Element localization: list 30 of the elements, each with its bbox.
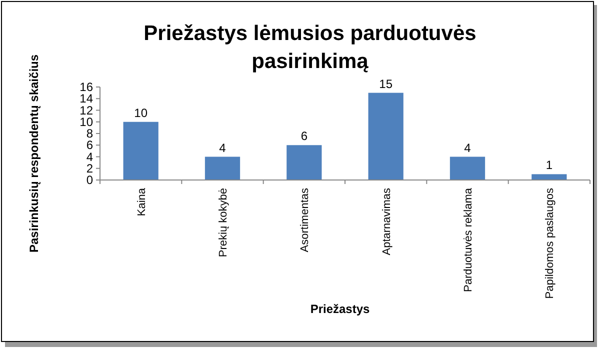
y-tick-label: 8 xyxy=(86,126,94,140)
bar xyxy=(368,92,404,180)
data-label: 15 xyxy=(379,76,393,91)
data-label: 10 xyxy=(134,106,148,120)
bar xyxy=(204,156,240,180)
y-tick-label: 14 xyxy=(80,92,94,106)
y-axis-title: Pasirinkusių respondentų skaičius xyxy=(27,54,41,253)
data-label: 4 xyxy=(464,140,472,155)
x-tick-label: Kaina xyxy=(136,187,148,216)
y-tick-label: 12 xyxy=(80,103,94,118)
y-tick-label: 2 xyxy=(86,161,94,176)
y-tick-label: 4 xyxy=(86,150,94,164)
bar xyxy=(123,122,158,180)
x-tick-label: Aptarnavimas xyxy=(380,188,393,256)
y-tick-label: 6 xyxy=(86,138,94,152)
x-tick-label: Asortimentas xyxy=(299,188,312,252)
chart-title: Priežastys lėmusios parduotuvės pasirinkimą xyxy=(144,22,476,73)
x-tick-label: Parduotuvės reklama xyxy=(462,187,474,292)
x-tick-label: Prekių kokybė xyxy=(218,188,230,258)
data-label: 1 xyxy=(546,158,553,172)
y-tick-label: 0 xyxy=(86,173,94,187)
y-tick-label: 10 xyxy=(80,114,94,129)
bar xyxy=(532,174,567,180)
bar xyxy=(450,156,486,180)
x-tick-label: Papildomos paslaugos xyxy=(544,188,556,299)
bar xyxy=(286,145,322,180)
data-label: 6 xyxy=(300,129,308,144)
y-tick-label: 16 xyxy=(80,80,94,94)
x-axis-title: Priežastys xyxy=(310,302,370,316)
data-label: 4 xyxy=(219,140,226,155)
